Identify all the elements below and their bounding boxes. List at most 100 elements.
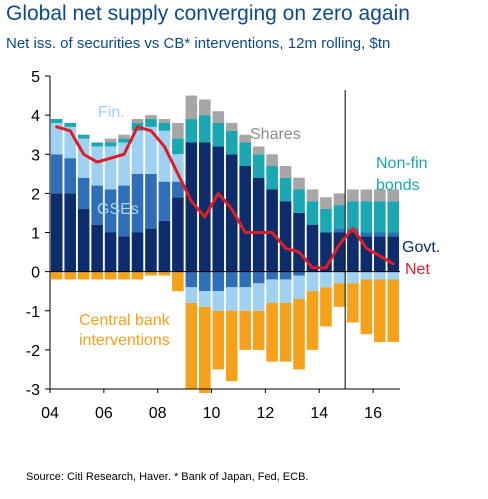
bar-gses-9 xyxy=(172,181,184,198)
bar-layer xyxy=(50,95,400,393)
net-line-layer xyxy=(55,125,395,270)
bar-fin--1 xyxy=(64,126,76,159)
bar-gses-0 xyxy=(50,154,63,194)
bar-shares-21 xyxy=(333,193,346,206)
bar-non-fin-bonds-25 xyxy=(387,201,400,233)
bar-central-bank-interventions-17 xyxy=(279,302,292,362)
bar-shares-9 xyxy=(172,122,184,139)
annotation-bonds: bonds xyxy=(376,177,420,194)
bar-central-bank-interventions-13 xyxy=(225,310,238,382)
bar-shares-22 xyxy=(347,189,359,202)
bar-central-bank-interventions-3 xyxy=(91,271,103,280)
bar-fin--23 xyxy=(360,271,373,280)
bar-shares-19 xyxy=(306,189,319,202)
x-tick-label: 16 xyxy=(364,405,382,422)
annotation-net: Net xyxy=(405,261,430,278)
bar-govt--8 xyxy=(158,220,171,272)
annotation-layer: Fin. Shares Non-fin bonds GSEs Govt. Net… xyxy=(79,104,440,349)
bar-gses-2 xyxy=(77,177,90,210)
bar-central-bank-interventions-18 xyxy=(293,299,305,370)
bar-non-fin-bonds-4 xyxy=(104,142,117,147)
bar-non-fin-bonds-9 xyxy=(172,138,184,155)
bar-fin--14 xyxy=(239,287,251,311)
bar-gses-13 xyxy=(225,271,238,288)
bar-non-fin-bonds-5 xyxy=(118,138,130,143)
bar-govt--12 xyxy=(212,146,225,272)
bar-fin--25 xyxy=(387,271,400,280)
bar-govt--9 xyxy=(172,197,184,272)
bar-central-bank-interventions-23 xyxy=(360,279,373,335)
bar-central-bank-interventions-16 xyxy=(266,302,278,362)
bar-gses-10 xyxy=(185,271,198,288)
bar-non-fin-bonds-17 xyxy=(279,177,292,202)
bar-govt--17 xyxy=(279,201,292,272)
bar-govt--2 xyxy=(77,209,90,272)
bar-fin--6 xyxy=(131,130,144,174)
y-tick-label: 4 xyxy=(31,108,40,125)
annotation-interventions: interventions xyxy=(79,332,170,349)
bar-govt--22 xyxy=(347,232,359,272)
bar-govt--0 xyxy=(50,193,63,272)
bar-central-bank-interventions-24 xyxy=(374,279,386,343)
bar-govt--19 xyxy=(306,224,319,272)
bar-non-fin-bonds-13 xyxy=(225,130,238,155)
bar-central-bank-interventions-10 xyxy=(185,302,198,389)
bar-gses-15 xyxy=(252,271,265,284)
bar-shares-10 xyxy=(185,95,198,120)
bar-non-fin-bonds-24 xyxy=(374,201,386,233)
bar-non-fin-bonds-0 xyxy=(50,119,63,123)
annotation-govt: Govt. xyxy=(402,239,440,256)
bar-govt--5 xyxy=(118,236,130,272)
bar-govt--11 xyxy=(199,142,211,272)
bar-shares-25 xyxy=(387,189,400,202)
annotation-nonfin: Non-fin xyxy=(376,155,428,172)
x-tick-label: 10 xyxy=(203,405,221,422)
bar-govt--1 xyxy=(64,193,76,272)
x-tick-label: 14 xyxy=(310,405,328,422)
bar-shares-4 xyxy=(104,138,117,143)
bar-fin--20 xyxy=(320,271,332,288)
annotation-central-bank: Central bank xyxy=(79,312,171,329)
y-tick-label: -3 xyxy=(26,382,40,399)
bar-fin--21 xyxy=(333,271,346,284)
bar-govt--4 xyxy=(104,232,117,272)
bar-shares-15 xyxy=(252,146,265,155)
bar-shares-5 xyxy=(118,134,130,139)
bar-shares-8 xyxy=(158,119,171,123)
bar-fin--3 xyxy=(91,146,103,186)
bar-gses-17 xyxy=(279,271,292,280)
bar-non-fin-bonds-20 xyxy=(320,209,332,233)
source-note: Source: Citi Research, Haver. * Bank of … xyxy=(26,471,309,483)
bar-gses-12 xyxy=(212,271,225,292)
bar-non-fin-bonds-12 xyxy=(212,122,225,147)
bar-gses-25 xyxy=(387,232,400,237)
bar-non-fin-bonds-3 xyxy=(91,142,103,147)
y-tick-label: 5 xyxy=(31,69,40,86)
bar-govt--6 xyxy=(131,232,144,272)
bar-non-fin-bonds-7 xyxy=(145,119,157,127)
bar-central-bank-interventions-4 xyxy=(104,271,117,280)
bar-gses-8 xyxy=(158,181,171,221)
bar-non-fin-bonds-1 xyxy=(64,122,76,127)
bar-central-bank-interventions-0 xyxy=(50,271,63,280)
bar-fin--9 xyxy=(172,154,184,182)
bar-non-fin-bonds-18 xyxy=(293,189,305,213)
bar-gses-11 xyxy=(199,271,211,292)
bar-gses-24 xyxy=(374,232,386,237)
bar-shares-23 xyxy=(360,189,373,202)
bar-non-fin-bonds-19 xyxy=(306,201,319,225)
bar-govt--25 xyxy=(387,236,400,272)
bar-govt--13 xyxy=(225,154,238,272)
bar-fin--8 xyxy=(158,130,171,182)
bar-govt--16 xyxy=(266,189,278,272)
bar-gses-6 xyxy=(131,173,144,233)
annotation-gses: GSEs xyxy=(97,201,139,218)
bar-fin--2 xyxy=(77,138,90,178)
bar-govt--23 xyxy=(360,236,373,272)
bar-govt--3 xyxy=(91,224,103,272)
bar-central-bank-interventions-7 xyxy=(145,271,157,276)
bar-fin--24 xyxy=(374,271,386,280)
bar-gses-16 xyxy=(266,271,278,280)
bar-non-fin-bonds-10 xyxy=(185,119,198,143)
